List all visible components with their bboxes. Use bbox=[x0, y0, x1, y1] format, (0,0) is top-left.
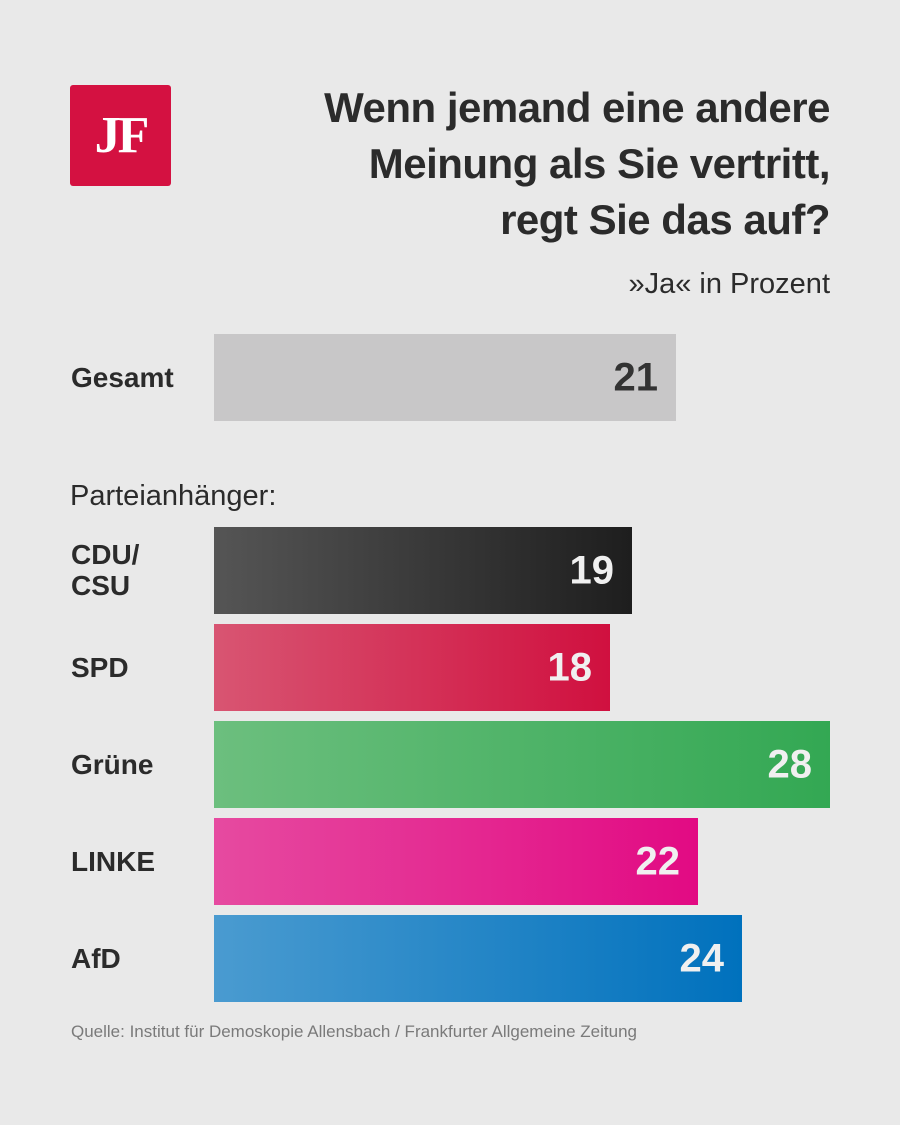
category-label: CDU/ CSU bbox=[71, 539, 140, 601]
bar: 18 bbox=[214, 624, 610, 711]
bar: 21 bbox=[214, 334, 676, 421]
category-label: Gesamt bbox=[71, 361, 174, 393]
category-label: AfD bbox=[71, 942, 121, 974]
data-label: 28 bbox=[767, 742, 813, 786]
data-label: 19 bbox=[569, 548, 615, 592]
jf-logo: JF bbox=[70, 85, 171, 186]
logo-text: JF bbox=[94, 107, 150, 164]
bar: 24 bbox=[214, 915, 742, 1002]
category-label: Grüne bbox=[71, 748, 154, 780]
bar: 22 bbox=[214, 818, 698, 905]
category-label: SPD bbox=[71, 651, 129, 683]
data-label: 24 bbox=[679, 936, 725, 980]
chart-title: Wenn jemand eine andere Meinung als Sie … bbox=[324, 84, 830, 243]
data-label: 21 bbox=[613, 355, 659, 399]
bar: 19 bbox=[214, 527, 632, 614]
bar: 28 bbox=[214, 721, 830, 808]
chart-subtitle: »Ja« in Prozent bbox=[628, 268, 830, 300]
section-label: Parteianhänger: bbox=[70, 480, 277, 512]
category-label: LINKE bbox=[71, 845, 155, 877]
data-label: 22 bbox=[635, 839, 681, 883]
data-label: 18 bbox=[547, 645, 593, 689]
source-note: Quelle: Institut für Demoskopie Allensba… bbox=[71, 1022, 638, 1041]
